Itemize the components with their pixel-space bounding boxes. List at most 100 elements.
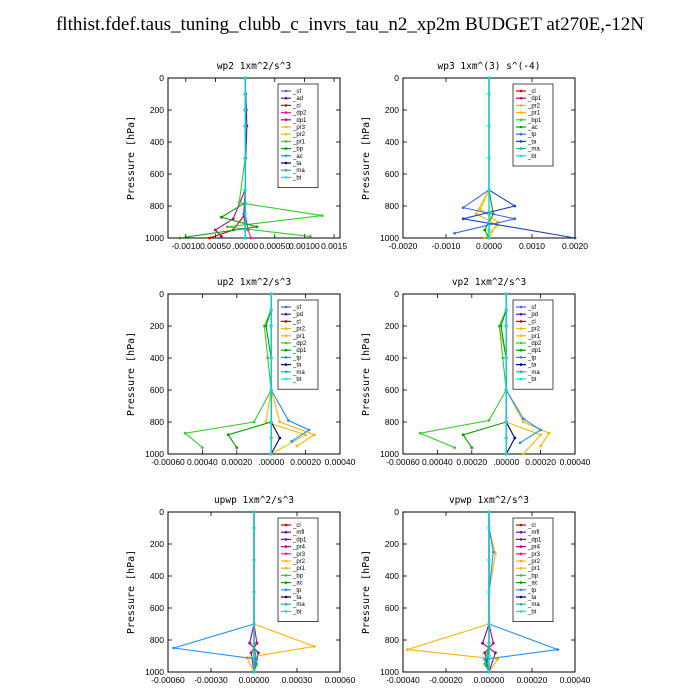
data-point xyxy=(518,441,522,445)
data-point xyxy=(483,651,487,655)
chart-panel-5: upwp 1xm^2/s^3 Pressure [hPa] 0 200 400 600 80… xyxy=(126,495,356,685)
data-point xyxy=(496,657,499,661)
legend-label: _tp xyxy=(527,355,537,361)
legend-marker xyxy=(284,176,288,179)
legend-marker xyxy=(284,168,288,172)
legend-label: _dp1 xyxy=(527,537,542,543)
legend-label: _sf xyxy=(527,305,536,311)
data-point xyxy=(487,76,491,80)
x-tick-label: -0.00040 xyxy=(386,675,420,685)
legend-marker xyxy=(519,377,523,381)
legend-label: _cl xyxy=(527,523,536,529)
series-bt xyxy=(243,76,247,240)
legend-label: _pr4 xyxy=(527,545,541,551)
legend-marker xyxy=(519,523,523,527)
data-point xyxy=(252,510,256,514)
legend-marker xyxy=(284,89,288,93)
data-point xyxy=(290,439,294,443)
y-tick-label: 1000 xyxy=(145,667,164,677)
data-point xyxy=(287,419,290,422)
data-point xyxy=(243,236,247,240)
legend-label: _ta xyxy=(527,139,537,145)
y-tick-label: 600 xyxy=(150,603,164,613)
legend-label: _dp2 xyxy=(527,341,542,347)
legend-label: _pr1 xyxy=(292,566,306,572)
legend-marker xyxy=(519,348,523,352)
y-tick-label: 600 xyxy=(385,385,399,395)
y-tick-label: 1000 xyxy=(145,449,164,459)
legend-label: _bp xyxy=(292,147,304,153)
data-point xyxy=(487,670,491,674)
data-point xyxy=(252,526,256,530)
y-tick-label: 600 xyxy=(385,603,399,613)
data-point xyxy=(487,419,491,422)
data-point xyxy=(474,212,478,216)
data-point xyxy=(461,217,465,221)
data-point xyxy=(539,444,542,448)
data-point xyxy=(264,324,268,328)
x-tick-label: 0.00020 xyxy=(456,457,487,467)
data-point xyxy=(487,236,491,240)
data-point xyxy=(255,657,259,661)
legend-marker xyxy=(284,363,288,366)
x-tick-label: 0.00100 xyxy=(289,241,320,251)
x-tick-label: 0.00020 xyxy=(517,675,548,685)
data-point xyxy=(252,654,256,658)
data-point xyxy=(539,428,542,432)
data-point xyxy=(487,590,491,594)
data-point xyxy=(183,431,187,435)
legend-label: _pr2 xyxy=(527,559,541,565)
data-point xyxy=(312,433,316,437)
data-point xyxy=(504,356,508,360)
y-tick-label: 200 xyxy=(150,105,164,115)
legend-marker xyxy=(519,89,523,93)
x-tick-label: 0.00020 xyxy=(221,457,252,467)
legend-label: _pr4 xyxy=(292,545,306,551)
legend-marker xyxy=(284,559,288,563)
data-point xyxy=(307,428,311,432)
chart-panel-3: up2 1xm^2/s^3 Pressure [hPa] 0 200 400 600 800… xyxy=(126,277,356,467)
legend-marker xyxy=(284,320,288,323)
x-tick-label: 0.00040 xyxy=(187,457,218,467)
data-point xyxy=(252,590,256,594)
y-tick-label: 800 xyxy=(385,417,399,427)
legend: _cl_dp1_pr2 _pr1_bp1_ac_tp_ta _ma_bt xyxy=(512,83,554,167)
data-point xyxy=(243,188,247,192)
y-tick-label: 200 xyxy=(385,539,399,549)
legend-marker xyxy=(519,140,523,143)
data-point xyxy=(235,446,239,449)
x-tick-label: -0.00060 xyxy=(386,457,420,467)
y-tick-label: 800 xyxy=(150,635,164,645)
y-tick-label: 600 xyxy=(150,169,164,179)
legend-marker xyxy=(519,559,523,563)
x-tick-label: 0.00040 xyxy=(560,457,591,467)
legend-label: _pr3 xyxy=(292,125,306,131)
data-point xyxy=(487,212,491,216)
data-point xyxy=(504,420,508,424)
y-tick-label: 600 xyxy=(150,385,164,395)
x-tick-label: 0.0000 xyxy=(476,241,502,251)
legend-label: _dp1 xyxy=(292,348,307,354)
chart-panel-1: wp2 1xm^2/s^3 Pressure [hPa] 0 200 400 600 800… xyxy=(126,61,347,251)
legend-marker xyxy=(284,523,288,527)
legend-label: _pr2 xyxy=(527,103,541,109)
data-point xyxy=(487,188,491,192)
data-point xyxy=(483,662,487,666)
data-point xyxy=(487,510,491,514)
legend-label: _dp1 xyxy=(527,348,542,354)
y-tick-label: 200 xyxy=(385,321,399,331)
data-point xyxy=(252,670,256,674)
legend-label: _bp xyxy=(527,573,539,579)
legend-label: _pr1 xyxy=(527,111,541,117)
data-point xyxy=(405,648,409,651)
data-point xyxy=(320,214,324,218)
x-tick-label: -0.0010 xyxy=(432,241,461,251)
legend-marker xyxy=(284,334,288,338)
legend-marker xyxy=(284,305,288,309)
y-tick-label: 0 xyxy=(394,73,399,83)
legend-marker xyxy=(519,147,523,150)
legend-label: _bp xyxy=(292,573,304,579)
legend-marker xyxy=(284,104,288,107)
data-point xyxy=(504,388,508,392)
data-point xyxy=(231,217,235,221)
